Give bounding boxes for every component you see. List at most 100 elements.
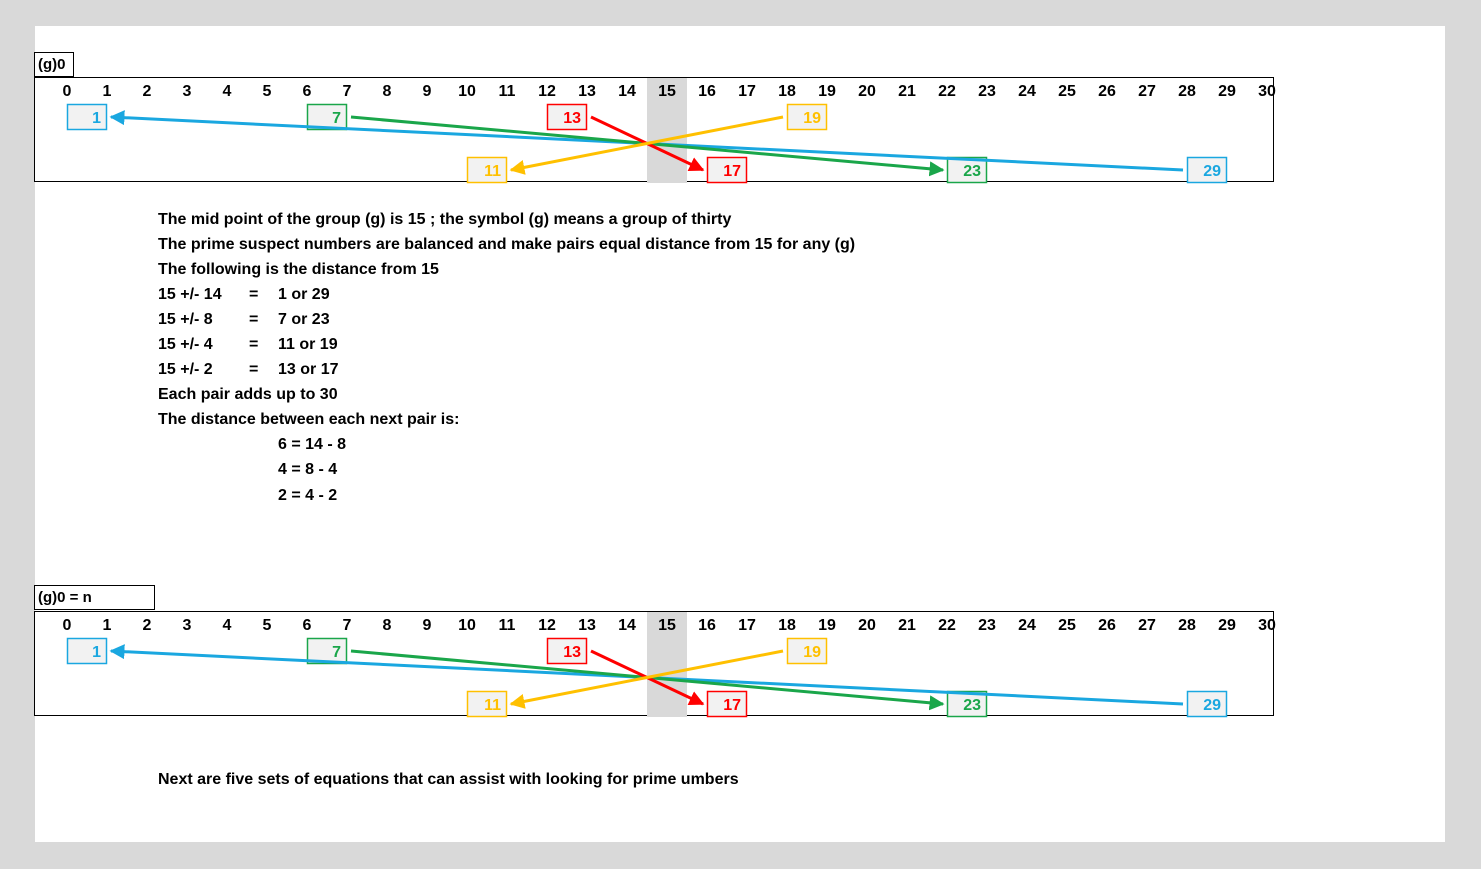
prime-box-label: 17 [723,163,741,180]
prime-box [66,637,108,665]
tick-label: 9 [423,83,432,100]
note-distance-heading: The following is the distance from 15 [158,261,439,278]
prime-box [466,156,508,184]
pair-arrow [509,649,784,709]
prime-box [306,637,348,665]
tick-label: 13 [578,617,596,634]
prime-box-label: 7 [332,644,341,661]
prime-box-label: 19 [803,110,821,127]
tick-label: 10 [458,617,476,634]
prime-box-label: 1 [92,110,101,127]
equation-equals: = [249,286,259,303]
tick-label: 13 [578,83,596,100]
tick-label: 19 [818,617,836,634]
equation-right: 11 or 19 [278,336,338,353]
note-pair-distance: The distance between each next pair is: [158,411,460,428]
tick-label: 11 [499,617,516,634]
tick-label: 29 [1218,83,1236,100]
prime-box-label: 11 [484,163,501,180]
tick-label: 20 [858,83,876,100]
tick-label: 15 [658,617,676,634]
tick-label: 5 [263,617,272,634]
equation-left: 15 +/- 14 [158,286,222,303]
prime-box-label: 7 [332,110,341,127]
tick-label: 3 [183,617,192,634]
tick-label: 2 [143,83,152,100]
number-line-svg: 0 1 2 3 4 5 6 7 8 9 10 11 12 13 14 15 16 17 18 19 20 21 22 23 24… [63,612,1276,718]
group-label: (g)0 = n [34,585,155,610]
tick-label: 30 [1258,83,1276,100]
tick-label: 6 [303,83,312,100]
distance-equation: 6 = 14 - 8 [278,436,347,453]
tick-label: 22 [938,617,956,634]
prime-box-label: 23 [963,163,981,180]
pair-arrow [509,115,784,175]
equation-left: 15 +/- 2 [158,361,213,378]
tick-label: 26 [1098,83,1116,100]
tick-label: 19 [818,83,836,100]
prime-box [546,103,588,131]
tick-label: 8 [383,617,392,634]
tick-label: 15 [658,83,676,100]
prime-box [786,637,828,665]
note-pair-sum: Each pair adds up to 30 [158,386,338,403]
tick-label: 29 [1218,617,1236,634]
tick-label: 18 [778,617,796,634]
tick-label: 12 [538,83,556,100]
prime-box-label: 17 [723,697,741,714]
tick-label: 24 [1018,83,1036,100]
tick-label: 0 [63,83,72,100]
tick-label: 3 [183,83,192,100]
tick-label: 25 [1058,617,1076,634]
tick-label: 11 [499,83,516,100]
tick-label: 17 [738,617,756,634]
prime-box [706,156,748,184]
tick-label: 26 [1098,617,1116,634]
prime-box [466,690,508,718]
tick-label: 17 [738,83,756,100]
midpoint-column [647,612,687,717]
prime-box [66,103,108,131]
tick-label: 25 [1058,83,1076,100]
distance-equation: 2 = 4 - 2 [278,487,338,504]
equation-left: 15 +/- 8 [158,311,213,328]
tick-label: 2 [143,617,152,634]
prime-box-label: 11 [484,697,501,714]
tick-label: 28 [1178,617,1196,634]
tick-label: 28 [1178,83,1196,100]
prime-box [786,103,828,131]
number-line-svg: 0 1 2 3 4 5 6 7 8 9 10 11 12 13 14 15 16 17 18 19 20 21 22 23 24… [63,78,1276,184]
prime-box-label: 19 [803,644,821,661]
tick-label: 27 [1138,83,1156,100]
tick-label: 16 [698,617,716,634]
equation-equals: = [249,361,259,378]
equation-right: 13 or 17 [278,361,339,378]
tick-label: 16 [698,83,716,100]
tick-label: 1 [103,617,112,634]
number-line-diagram: 0 1 2 3 4 5 6 7 8 9 10 11 12 13 14 15 16 17 18 19 20 21 22 23 24… [34,611,1276,718]
tick-label: 30 [1258,617,1276,634]
tick-label: 20 [858,617,876,634]
prime-box [946,156,988,184]
tick-label: 7 [343,83,352,100]
note-midpoint: The mid point of the group (g) is 15 ; t… [158,211,732,228]
prime-box [1186,690,1228,718]
number-line-diagram: 0 1 2 3 4 5 6 7 8 9 10 11 12 13 14 15 16 17 18 19 20 21 22 23 24… [34,77,1276,184]
note-balanced-pairs: The prime suspect numbers are balanced a… [158,236,856,253]
group-label: (g)0 [34,52,74,77]
equation-left: 15 +/- 4 [158,336,213,353]
tick-label: 6 [303,617,312,634]
prime-box [1186,156,1228,184]
tick-label: 23 [978,83,996,100]
tick-label: 22 [938,83,956,100]
tick-label: 0 [63,617,72,634]
tick-label: 1 [103,83,112,100]
tick-label: 9 [423,617,432,634]
tick-label: 21 [898,617,916,634]
tick-label: 4 [223,83,232,100]
tick-label: 14 [618,83,636,100]
midpoint-column [647,78,687,183]
prime-box-label: 29 [1203,163,1221,180]
tick-label: 24 [1018,617,1036,634]
tick-label: 14 [618,617,636,634]
